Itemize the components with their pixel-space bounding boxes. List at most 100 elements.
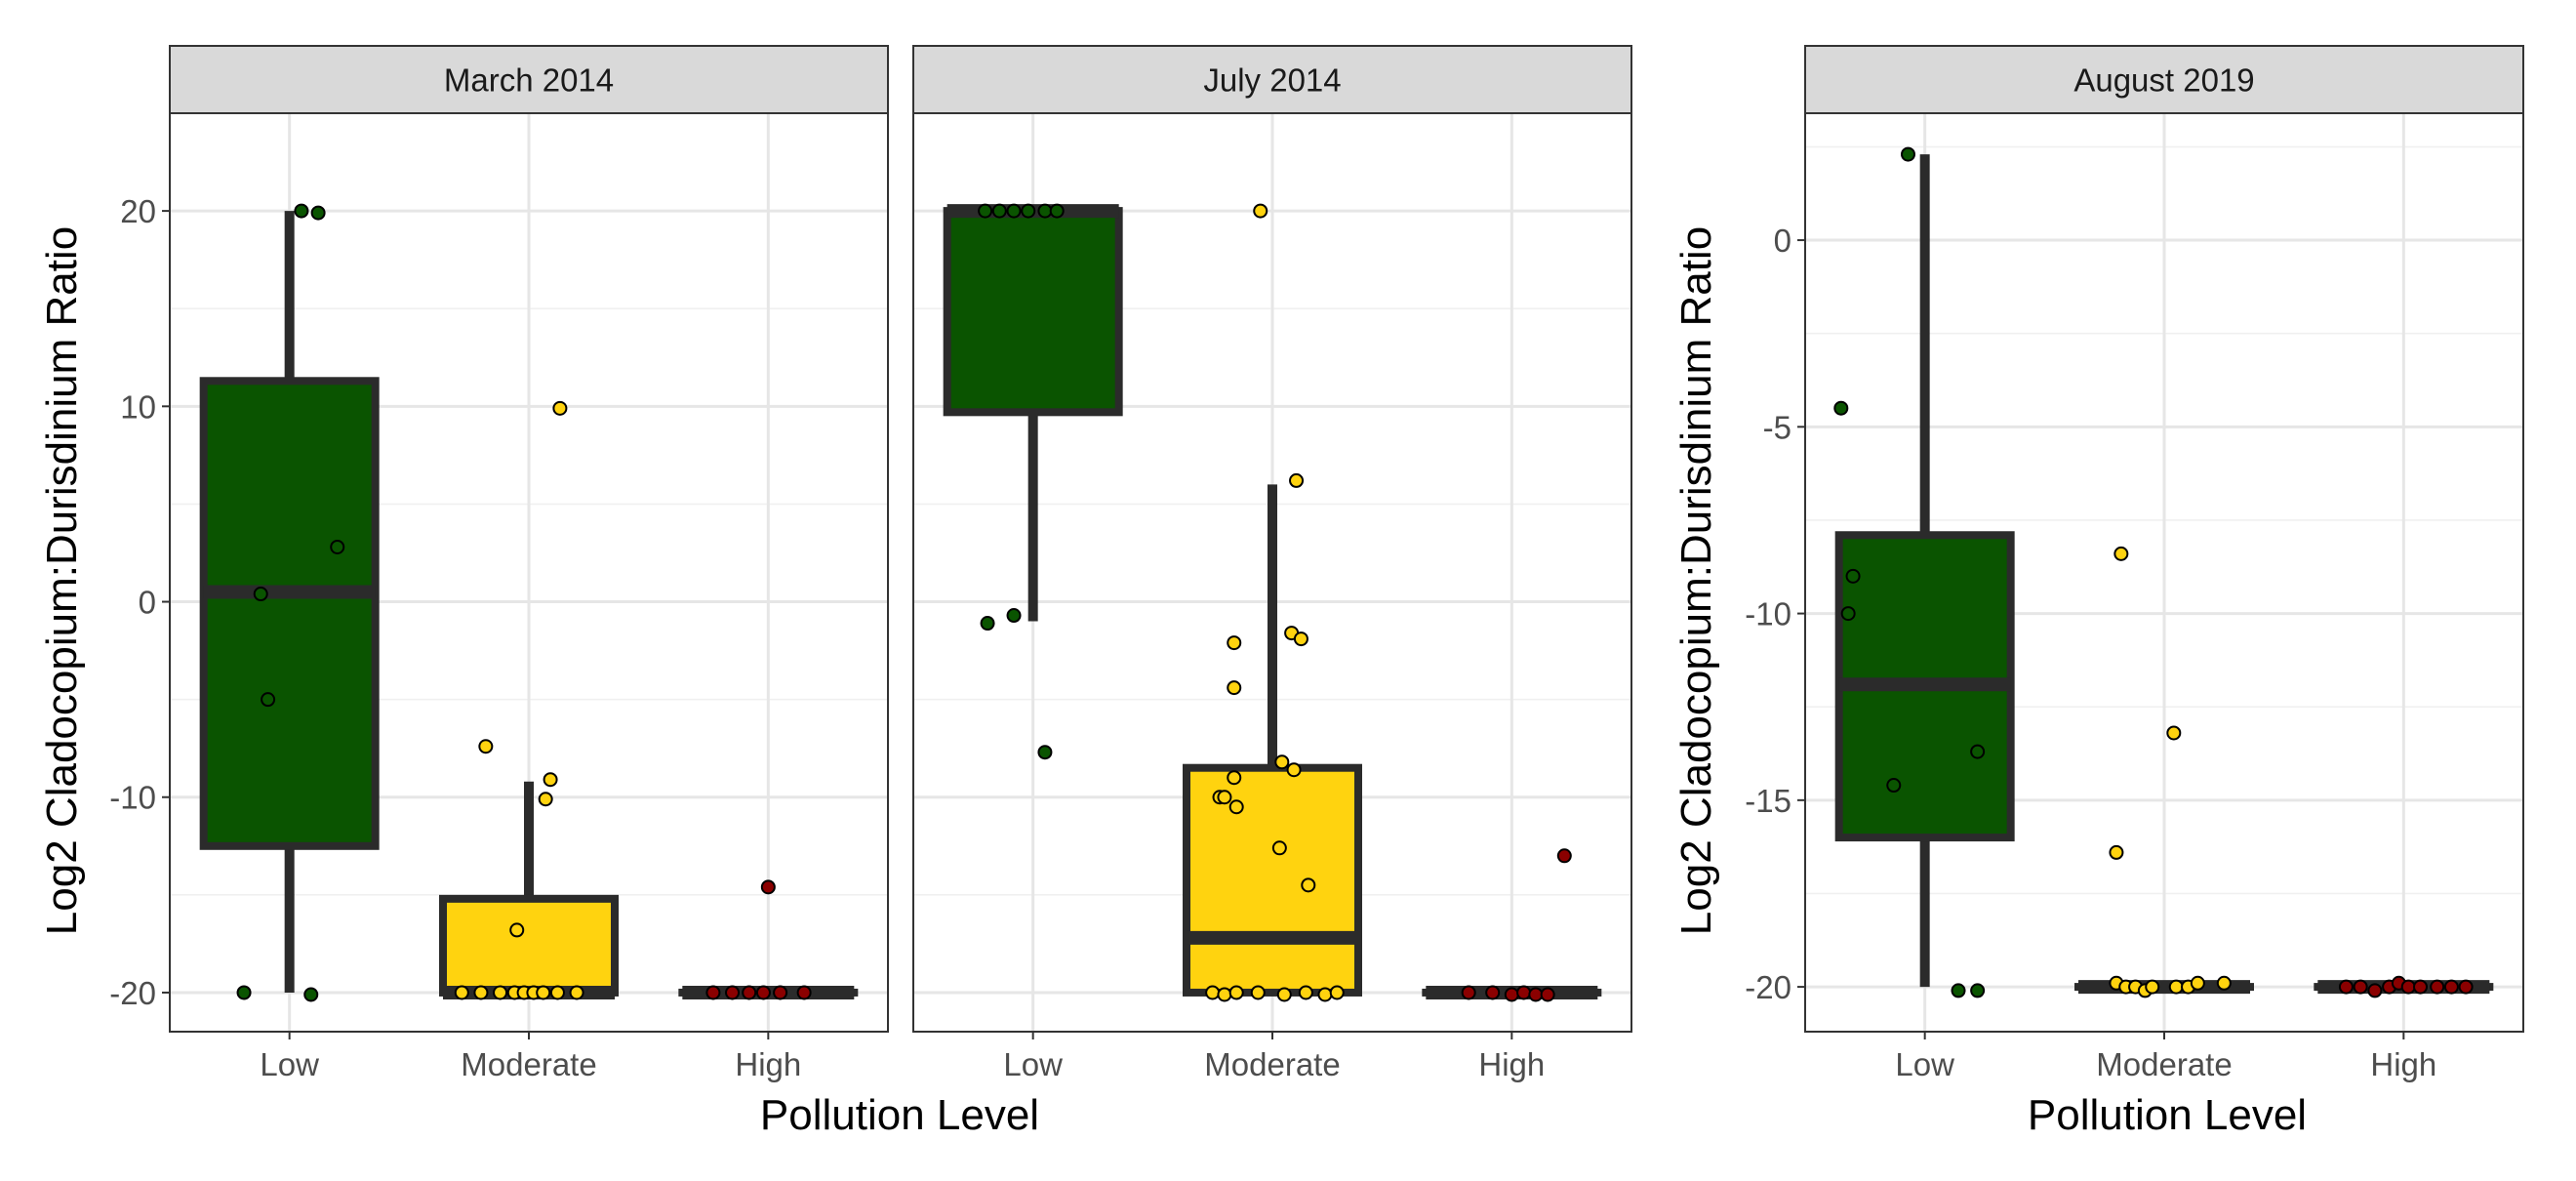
facet-strip [169, 45, 889, 114]
data-point-low [236, 985, 252, 1000]
data-point-high [1556, 848, 1572, 864]
data-point-moderate [1217, 987, 1232, 1002]
data-point-high [1461, 985, 1476, 1000]
data-point-moderate [478, 739, 494, 754]
data-point-high [1485, 985, 1501, 1000]
data-point-high [2443, 979, 2459, 995]
data-point-moderate [1228, 799, 1244, 815]
data-point-moderate [1298, 985, 1313, 1000]
data-point-moderate [1250, 985, 1266, 1000]
data-point-low [1970, 744, 1986, 759]
data-point-high [796, 985, 812, 1000]
data-point-high [2413, 979, 2429, 995]
data-point-high [2338, 979, 2354, 995]
box-moderate [439, 781, 619, 999]
data-point-moderate [1228, 985, 1244, 1000]
data-point-low [310, 205, 326, 221]
data-point-moderate [1227, 635, 1242, 651]
data-point-high [773, 985, 788, 1000]
data-point-high [2400, 979, 2416, 995]
x-tick-label: Low [260, 1046, 319, 1082]
data-point-low [1845, 568, 1861, 584]
data-point-moderate [2168, 979, 2184, 995]
data-point-high [2430, 979, 2445, 995]
box-low [1834, 154, 2015, 988]
data-point-high [742, 985, 757, 1000]
data-point-high [1540, 987, 1555, 1002]
data-point-moderate [536, 985, 551, 1000]
y-tick-label: -5 [1763, 409, 1791, 445]
y-tick-label: 0 [139, 585, 156, 621]
data-point-moderate [1217, 790, 1232, 805]
data-point-low [1833, 400, 1849, 416]
y-tick-label: -10 [1745, 596, 1791, 632]
data-point-low [1951, 983, 1966, 998]
data-point-high [2353, 979, 2368, 995]
data-point-moderate [1301, 877, 1316, 893]
data-point-low [1037, 745, 1053, 760]
data-point-low [1886, 778, 1902, 794]
data-point-moderate [2190, 975, 2205, 991]
data-point-moderate [1286, 762, 1302, 778]
box-body [199, 377, 380, 850]
data-point-moderate [473, 985, 489, 1000]
data-point-high [755, 985, 771, 1000]
data-point-moderate [454, 985, 469, 1000]
box-moderate [1183, 484, 1362, 997]
box-low [199, 211, 380, 993]
facet-panel: August 2019 Low Moderate High -20 -15 -10 -5 0 [1745, 45, 2524, 1082]
data-point-moderate [2113, 546, 2129, 561]
data-point-moderate [549, 985, 565, 1000]
data-point-moderate [2166, 725, 2182, 741]
x-tick-label: Low [1003, 1046, 1063, 1082]
data-point-moderate [1253, 203, 1268, 219]
data-point-moderate [509, 922, 525, 938]
data-point-moderate [1276, 987, 1292, 1002]
data-point-moderate [1205, 985, 1221, 1000]
data-point-low [1840, 606, 1856, 622]
data-point-moderate [2216, 975, 2232, 991]
data-point-low [253, 587, 268, 602]
y-axis-title-right: Log2 Cladocopium:Durisdinium Ratio [1672, 226, 1720, 935]
data-point-high [725, 985, 741, 1000]
box-body [439, 894, 619, 997]
y-tick-label: -15 [1745, 783, 1791, 819]
data-point-moderate [1227, 680, 1242, 696]
facet-strip [1804, 45, 2524, 114]
data-point-high [2458, 979, 2474, 995]
data-point-moderate [1317, 987, 1333, 1002]
data-point-high [2367, 983, 2383, 998]
data-point-low [1970, 983, 1986, 998]
y-tick-label: -20 [109, 975, 156, 1011]
x-tick-label: High [2370, 1046, 2436, 1082]
panels: March 2014 Low Moderate High -20 -10 0 10 20 July… [109, 45, 2524, 1082]
data-point-moderate [1227, 770, 1242, 786]
facet-strip-label: July 2014 [1203, 62, 1341, 99]
data-point-low [1021, 203, 1036, 219]
facet-strip [912, 45, 1632, 114]
data-point-low [294, 203, 309, 219]
data-point-moderate [538, 792, 553, 807]
data-point-high [1528, 987, 1544, 1002]
data-point-moderate [1271, 840, 1287, 856]
data-point-low [261, 692, 276, 708]
data-point-moderate [493, 985, 508, 1000]
data-point-moderate [1274, 754, 1290, 770]
facet-strip-label: August 2019 [2073, 62, 2254, 99]
x-tick-label: High [735, 1046, 801, 1082]
box-body [1183, 763, 1362, 997]
data-point-high [705, 985, 721, 1000]
y-tick-label: -20 [1745, 969, 1791, 1005]
facet-panel: July 2014 Low Moderate High [912, 45, 1632, 1082]
data-point-low [1037, 203, 1053, 219]
data-point-high [1516, 985, 1532, 1000]
x-tick-label: High [1478, 1046, 1545, 1082]
y-axis-title: Log2 Cladocopium:Durisdinium Ratio [38, 226, 86, 935]
y-tick-label: 10 [120, 388, 156, 425]
box-body [943, 207, 1123, 417]
facet-strip-label: March 2014 [444, 62, 614, 99]
x-tick-label: Low [1895, 1046, 1954, 1082]
data-point-low [980, 616, 995, 631]
y-axis-title-left: Log2 Cladocopium:Durisdinium Ratio [38, 226, 86, 935]
